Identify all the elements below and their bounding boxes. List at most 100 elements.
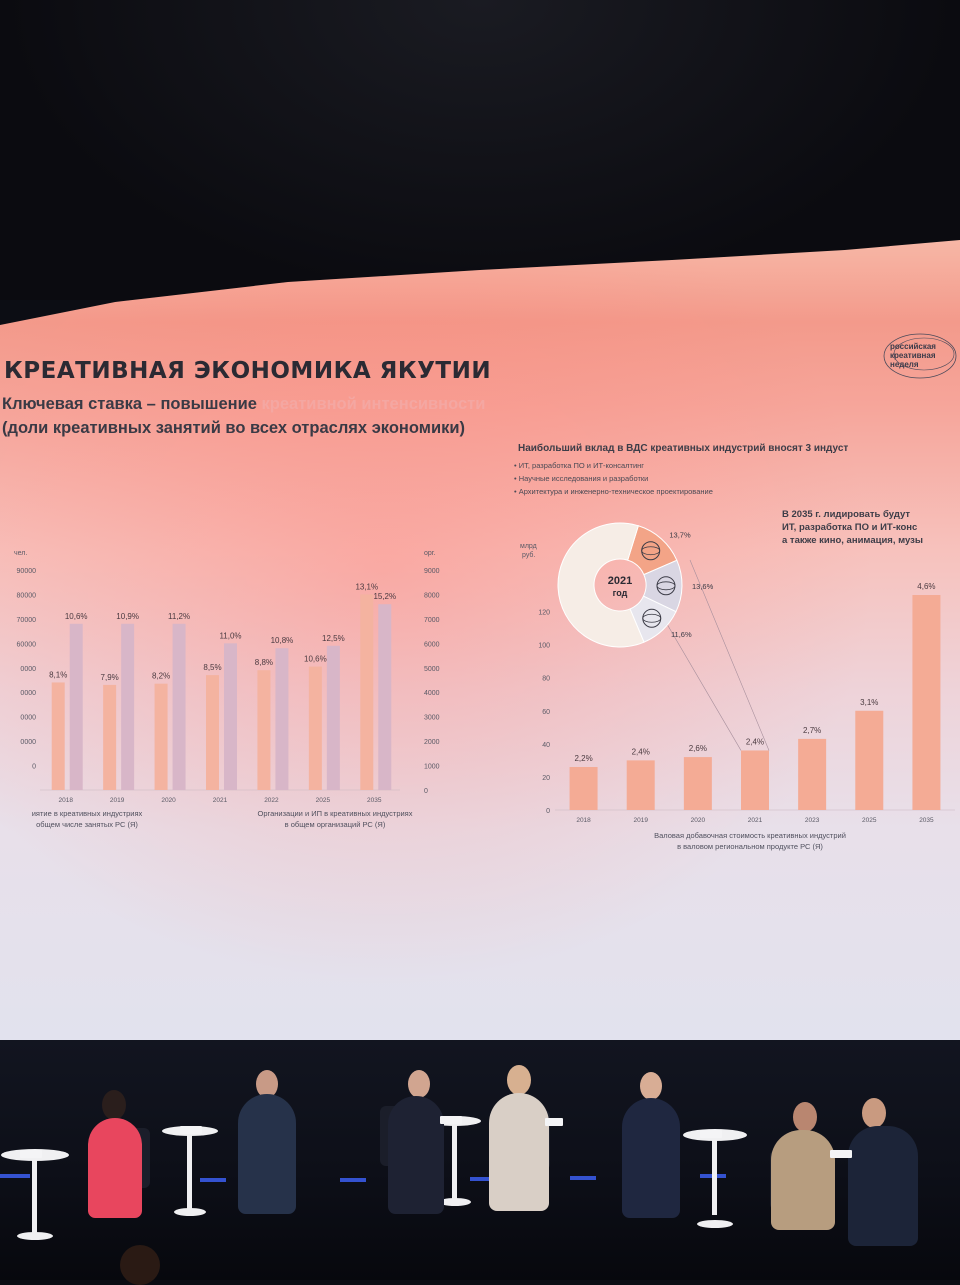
gva-tick-label: 120 (538, 610, 550, 617)
gva-data-label: 2,4% (746, 737, 764, 746)
right-axis-unit: орг. (424, 550, 436, 557)
bullet-item: Научные исследования и разработки (514, 472, 713, 485)
donut-slice (557, 522, 645, 648)
gva-data-label: 4,6% (917, 582, 935, 591)
name-tent (180, 1126, 202, 1134)
gva-tick-label: 100 (538, 643, 550, 650)
gva-x-tick-label: 2025 (862, 817, 877, 824)
gva-tick-label: 0 (546, 808, 550, 815)
x-tick-label: 2019 (110, 797, 125, 804)
logo-line-3: неделя (890, 360, 919, 369)
organizations-data-label: 11,2% (168, 612, 190, 621)
gva-x-tick-label: 2035 (919, 817, 934, 824)
gva-bar (741, 750, 769, 810)
organizations-data-label: 10,8% (271, 636, 294, 645)
bullet-item: ИТ, разработка ПО и ИТ-консалтинг (514, 459, 713, 472)
gva-data-label: 2,4% (632, 747, 650, 756)
gva-bar (626, 760, 655, 810)
gva-data-label: 2,6% (689, 744, 707, 753)
right-tick-label: 2000 (424, 739, 440, 746)
organizations-data-label: 15,2% (373, 592, 396, 601)
panelist-1 (82, 1090, 152, 1230)
left-tick-label: 70000 (17, 617, 37, 624)
caption-right: Организации и ИП в креативных индустриях… (210, 808, 460, 830)
employment-bar (154, 683, 168, 790)
right-tick-label: 0 (424, 788, 428, 795)
organizations-bar (172, 623, 186, 790)
note-line: ИТ, разработка ПО и ИТ-конс (782, 522, 918, 533)
caption-right-line: в общем организаций РС (Я) (284, 820, 386, 829)
employment-bar (51, 682, 65, 790)
employment-data-label: 8,1% (49, 670, 67, 679)
x-tick-label: 2025 (316, 797, 331, 804)
gva-x-tick-label: 2018 (576, 817, 591, 824)
employment-data-label: 13,1% (355, 582, 378, 591)
annotation-title: Наибольший вклад в ВДС креативных индуст… (518, 443, 849, 454)
gva-bar (683, 757, 712, 810)
event-logo: российская креативная неделя (880, 330, 960, 382)
employment-organizations-chart: чел. орг. 0 0000 0000 0000 0000 60000 70000 800… (0, 540, 460, 840)
panelist-5 (618, 1072, 688, 1222)
name-tent (545, 1118, 563, 1126)
gva-tick-label: 40 (542, 742, 550, 749)
organizations-data-label: 11,0% (219, 631, 241, 640)
logo-line-2: креативная (890, 351, 936, 360)
employment-bar (257, 670, 271, 790)
logo-line-1: российская (890, 342, 936, 351)
employment-data-label: 7,9% (101, 673, 119, 682)
gva-x-tick-label: 2020 (691, 817, 706, 824)
donut-label: 13,6% (692, 582, 714, 591)
ceiling (0, 0, 960, 300)
left-tick-label: 0 (32, 764, 36, 771)
gva-caption: Валовая добавочная стоимость креативных … (580, 830, 920, 852)
gva-unit-line: млрд (520, 543, 537, 550)
subtitle-part1: Ключевая ставка – повышение (2, 395, 262, 413)
stage (0, 1040, 960, 1285)
donut-center-word: год (613, 588, 628, 598)
organizations-bar (326, 645, 340, 790)
organizations-bar (378, 604, 392, 790)
employment-data-label: 8,5% (203, 663, 221, 672)
name-tent (20, 1150, 42, 1158)
employment-data-label: 8,2% (152, 672, 170, 681)
projection-screen: КРЕАТИВНАЯ ЭКОНОМИКА ЯКУТИИ Ключевая ста… (0, 240, 960, 1060)
employment-bar (206, 675, 219, 790)
right-tick-label: 1000 (424, 764, 440, 771)
donut-label: 13,7% (669, 530, 691, 539)
atom-icon (656, 581, 676, 591)
left-tick-label: 0000 (20, 739, 36, 746)
right-tick-label: 7000 (424, 617, 440, 624)
subtitle-line2: (доли креативных занятий во всех отрасля… (2, 419, 465, 437)
gva-data-label: 2,2% (574, 754, 592, 763)
gva-x-tick-label: 2023 (805, 817, 820, 824)
employment-bar (103, 684, 117, 790)
audience-head (110, 1245, 170, 1285)
panelist-7 (848, 1098, 928, 1248)
left-tick-label: 0000 (20, 690, 36, 697)
gva-caption-line: Валовая добавочная стоимость креативных … (654, 831, 846, 840)
caption-left-line: общем числе занятых РС (Я) (36, 820, 138, 829)
organizations-bar (121, 623, 135, 790)
x-tick-label: 2020 (161, 797, 176, 804)
gva-tick-label: 20 (542, 775, 550, 782)
caption-right-line: Организации и ИП в креативных индустриях (257, 809, 413, 818)
caption-left: иятие в креативных индустриях общем числ… (0, 808, 182, 830)
organizations-data-label: 12,5% (322, 634, 345, 643)
panelist-3 (380, 1070, 450, 1220)
gva-bar (569, 767, 598, 810)
gva-x-tick-label: 2021 (748, 817, 763, 824)
screen-glow (0, 240, 960, 1060)
right-tick-label: 6000 (424, 641, 440, 648)
subtitle-highlight: креативной интенсивности (261, 395, 486, 413)
gva-data-label: 3,1% (860, 698, 878, 707)
x-tick-label: 2035 (367, 797, 382, 804)
name-tent (700, 1130, 722, 1138)
right-tick-label: 4000 (424, 690, 440, 697)
panelist-6 (765, 1102, 845, 1242)
gva-caption-line: в валовом региональном продукте РС (Я) (677, 842, 823, 851)
gva-unit-line: руб. (522, 551, 535, 559)
right-tick-label: 8000 (424, 592, 440, 599)
note-line: а также кино, анимация, музы (782, 535, 924, 546)
left-tick-label: 0000 (20, 715, 36, 722)
